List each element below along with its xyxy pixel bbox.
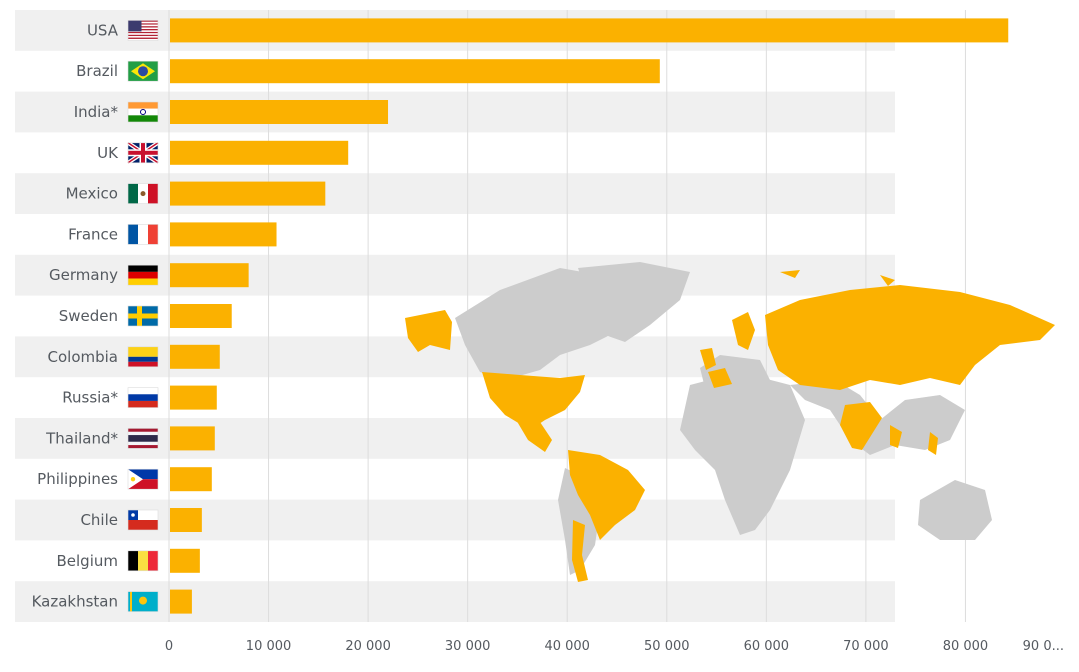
flag-belgium-icon: [127, 550, 159, 572]
flag-thailand-icon: [127, 428, 159, 449]
x-tick-label: 10 000: [246, 639, 292, 654]
flag-philippines-icon: [127, 468, 159, 490]
category-label: Russia*: [62, 389, 118, 407]
world-map-icon: [405, 262, 1055, 582]
category-label: Colombia: [48, 348, 119, 366]
bar-uk: [170, 140, 349, 165]
category-label: India*: [74, 103, 119, 121]
bar-brazil: [170, 59, 660, 84]
category-label: Brazil: [76, 62, 118, 80]
category-label: France: [68, 225, 118, 243]
bar-india: [170, 100, 389, 124]
category-label: Philippines: [37, 470, 118, 488]
flag-mexico-icon: [127, 183, 159, 204]
row-stripe: [15, 91, 895, 133]
x-tick-label: 20 000: [345, 639, 391, 654]
bar-germany: [170, 263, 249, 288]
flag-germany-icon: [127, 264, 159, 286]
x-tick-label: 0: [165, 639, 173, 654]
bar-colombia: [170, 344, 220, 369]
flag-russia-icon: [127, 387, 159, 408]
bar-thailand: [170, 426, 215, 451]
x-tick-label: 90 0...: [1023, 639, 1064, 654]
bar-philippines: [170, 467, 212, 492]
flag-kazakhstan-icon: [127, 591, 159, 612]
bar-france: [170, 222, 277, 247]
flag-colombia-icon: [127, 346, 159, 368]
category-label: Kazakhstan: [32, 593, 118, 611]
x-tick-label: 80 000: [943, 639, 989, 654]
flag-usa-icon: [127, 20, 159, 41]
x-tick-label: 50 000: [644, 639, 690, 654]
category-label: Sweden: [59, 307, 118, 325]
bar-sweden: [170, 304, 232, 328]
bar-chile: [170, 508, 202, 532]
flags: [126, 20, 160, 612]
category-label: Germany: [49, 266, 118, 284]
x-axis-ticks: 0 10 000 20 000 30 000 40 000 50 000 60 000 70 …: [165, 639, 1064, 654]
row-stripe: [15, 581, 895, 622]
flag-uk-icon: [126, 141, 160, 165]
x-tick-label: 70 000: [843, 639, 889, 654]
category-label: Chile: [80, 511, 118, 529]
flag-sweden-icon: [127, 305, 159, 327]
flag-france-icon: [127, 224, 159, 245]
category-label: Mexico: [66, 185, 118, 203]
row-stripe: [15, 254, 895, 296]
category-label: Belgium: [57, 552, 119, 570]
category-label: UK: [97, 144, 119, 162]
x-tick-label: 30 000: [445, 639, 491, 654]
bar-kazakhstan: [170, 589, 192, 614]
flag-india-icon: [127, 101, 159, 123]
x-tick-label: 60 000: [744, 639, 790, 654]
flag-brazil-icon: [127, 60, 159, 82]
flag-chile-icon: [127, 509, 159, 531]
category-label: Thailand*: [45, 429, 118, 447]
category-labels: USA Brazil India* UK Mexico France Germany Swed…: [32, 21, 120, 610]
bar-russia: [170, 385, 217, 410]
bar-belgium: [170, 548, 200, 573]
bar-usa: [170, 18, 1009, 43]
bar-mexico: [170, 181, 326, 206]
x-tick-label: 40 000: [544, 639, 590, 654]
row-stripe: [15, 173, 895, 214]
bars: [170, 18, 1009, 614]
category-label: USA: [87, 21, 119, 39]
